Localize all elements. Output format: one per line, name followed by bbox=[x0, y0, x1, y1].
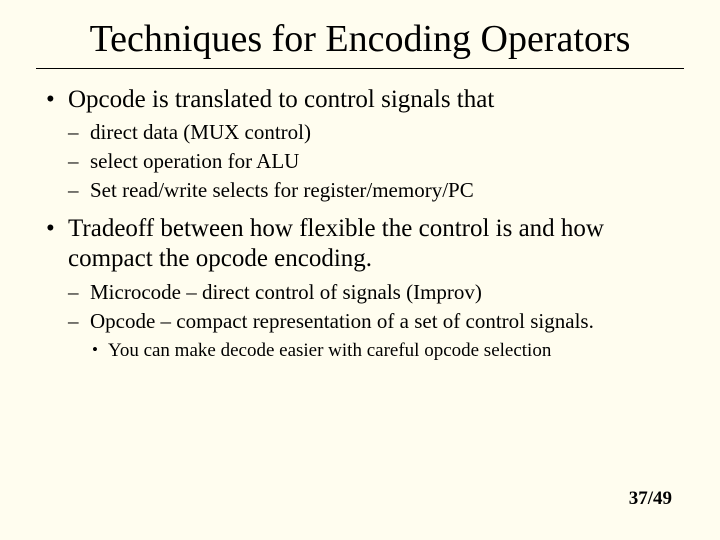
bullet-list-level1: Opcode is translated to control signals … bbox=[40, 85, 684, 364]
subbullet-item: direct data (MUX control) bbox=[68, 119, 684, 146]
subbullet-text: Opcode – compact representation of a set… bbox=[90, 309, 594, 333]
title-underline bbox=[36, 68, 684, 69]
subbullet-item: Set read/write selects for register/memo… bbox=[68, 177, 684, 204]
bullet-list-level3: You can make decode easier with careful … bbox=[90, 339, 684, 364]
bullet-text: Tradeoff between how flexible the contro… bbox=[68, 215, 604, 273]
subbullet-item: Microcode – direct control of signals (I… bbox=[68, 279, 684, 306]
slide-title: Techniques for Encoding Operators bbox=[36, 18, 684, 62]
page-number: 37/49 bbox=[629, 488, 672, 510]
slide-body: Opcode is translated to control signals … bbox=[36, 85, 684, 364]
bullet-list-level2: Microcode – direct control of signals (I… bbox=[68, 279, 684, 363]
subbullet-item: Opcode – compact representation of a set… bbox=[68, 308, 684, 364]
bullet-text: Opcode is translated to control signals … bbox=[68, 86, 494, 113]
bullet-item: Opcode is translated to control signals … bbox=[40, 85, 684, 204]
subbullet-item: select operation for ALU bbox=[68, 148, 684, 175]
bullet-list-level2: direct data (MUX control) select operati… bbox=[68, 119, 684, 204]
bullet-item: Tradeoff between how flexible the contro… bbox=[40, 214, 684, 363]
subsubbullet-item: You can make decode easier with careful … bbox=[90, 339, 684, 364]
